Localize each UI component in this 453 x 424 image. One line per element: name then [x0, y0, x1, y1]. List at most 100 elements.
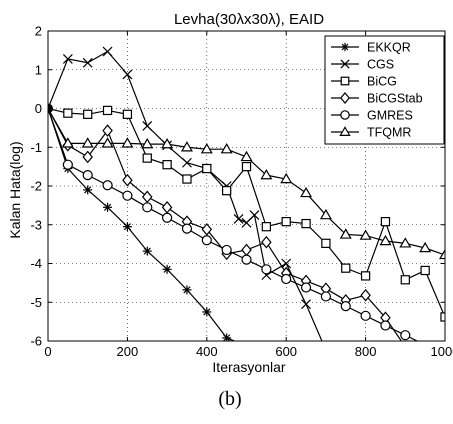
x-axis-label: Iterasyonlar — [212, 359, 285, 375]
marker-square — [261, 222, 271, 232]
marker-triangle — [141, 138, 154, 149]
marker-asterisk — [142, 246, 152, 256]
marker-square — [202, 163, 212, 174]
marker-x — [182, 157, 192, 168]
marker-circle — [380, 320, 391, 331]
marker-stroke — [249, 210, 260, 220]
marker-square — [440, 312, 445, 322]
marker-stroke — [82, 57, 93, 68]
marker-triangle — [419, 241, 432, 253]
marker-diamond — [340, 92, 350, 104]
y-tick-label: -6 — [30, 334, 42, 349]
x-tick-label: 600 — [275, 344, 297, 359]
marker-diamond — [201, 223, 213, 236]
marker-x — [62, 53, 73, 64]
marker-triangle — [359, 229, 372, 240]
marker-circle — [360, 310, 371, 321]
legend-label: CGS — [367, 58, 394, 72]
marker-triangle — [339, 126, 351, 136]
marker-stroke — [62, 53, 73, 64]
marker-square — [380, 217, 391, 227]
marker-stroke — [142, 121, 153, 131]
marker-square — [102, 105, 113, 116]
marker-x — [122, 69, 133, 80]
legend-label: GMRES — [367, 109, 413, 123]
marker-triangle — [319, 208, 332, 220]
marker-asterisk — [182, 285, 192, 295]
marker-square — [182, 174, 192, 184]
marker-stroke — [103, 203, 112, 211]
marker-diamond — [122, 173, 133, 187]
marker-x — [142, 121, 153, 131]
marker-circle — [142, 202, 153, 213]
marker-circle — [221, 244, 232, 256]
marker-stroke — [223, 334, 231, 341]
marker-stroke — [84, 186, 92, 194]
marker-x — [82, 57, 93, 68]
marker-triangle — [260, 169, 273, 180]
y-tick-label: -2 — [30, 179, 42, 194]
marker-circle — [162, 212, 173, 223]
plot-series — [48, 46, 445, 341]
marker-stroke — [102, 46, 113, 57]
legend-item-gmres: GMRES — [331, 109, 413, 123]
legend-label: BiCGStab — [367, 92, 423, 106]
marker-asterisk — [202, 307, 212, 317]
x-tick-label: 0 — [44, 344, 51, 359]
y-tick-label: -1 — [30, 140, 42, 155]
marker-stroke — [281, 258, 292, 269]
marker-asterisk — [122, 222, 132, 232]
marker-x — [233, 214, 244, 224]
marker-asterisk — [83, 185, 93, 195]
marker-asterisk — [340, 42, 350, 52]
legend-item-tfqmr: TFQMR — [331, 126, 411, 140]
marker-square — [142, 153, 152, 163]
marker-square — [222, 186, 232, 196]
marker-circle — [300, 282, 312, 293]
marker-stroke — [123, 223, 131, 231]
marker-stroke — [241, 217, 252, 228]
marker-square — [321, 238, 331, 249]
marker-triangle — [339, 228, 352, 239]
x-tick-label: 200 — [117, 344, 139, 359]
marker-circle — [340, 110, 350, 120]
marker-asterisk — [162, 264, 172, 274]
marker-square — [360, 271, 371, 281]
x-tick-label: 800 — [355, 344, 377, 359]
marker-square — [301, 218, 311, 229]
legend-box — [324, 35, 445, 145]
marker-triangle — [240, 150, 253, 162]
marker-diamond — [102, 124, 113, 137]
marker-circle — [181, 223, 193, 234]
marker-triangle — [200, 143, 213, 154]
marker-circle — [340, 301, 351, 312]
legend-item-ekkqr: EKKQR — [331, 41, 411, 55]
marker-asterisk — [222, 333, 232, 341]
marker-square — [241, 161, 252, 172]
marker-circle — [261, 264, 272, 275]
marker-circle — [281, 273, 292, 285]
marker-triangle — [280, 172, 293, 184]
marker-stroke — [163, 265, 171, 273]
marker-circle — [320, 291, 331, 302]
marker-triangle — [439, 248, 445, 260]
marker-stroke — [301, 299, 311, 310]
marker-square — [83, 109, 93, 119]
legend-label: EKKQR — [367, 41, 411, 55]
marker-circle — [82, 170, 93, 181]
marker-square — [341, 263, 351, 273]
legend-label: TFQMR — [367, 126, 411, 140]
marker-circle — [201, 235, 212, 246]
marker-stroke — [341, 43, 349, 51]
y-tick-label: -3 — [30, 217, 42, 232]
marker-x — [249, 210, 260, 220]
series-tfqmr — [48, 108, 445, 260]
marker-triangle — [180, 141, 193, 152]
marker-x — [281, 258, 292, 269]
marker-triangle — [220, 143, 233, 154]
marker-stroke — [340, 59, 350, 69]
legend-label: BiCG — [367, 75, 397, 89]
marker-x — [301, 299, 311, 310]
